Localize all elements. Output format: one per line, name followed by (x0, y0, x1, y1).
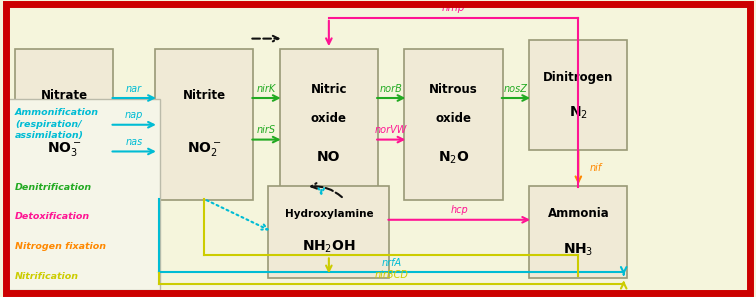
Text: N$_2$O: N$_2$O (438, 149, 469, 166)
Text: NO$_3^-$: NO$_3^-$ (47, 140, 82, 157)
Text: Detoxification: Detoxification (15, 212, 90, 221)
FancyBboxPatch shape (404, 49, 503, 200)
Text: hmp: hmp (442, 3, 465, 13)
Text: norVW: norVW (375, 125, 407, 135)
Text: Nitric: Nitric (311, 83, 347, 96)
Text: Ammonia: Ammonia (547, 207, 609, 220)
Text: Nitrate: Nitrate (41, 89, 88, 102)
FancyBboxPatch shape (280, 49, 378, 200)
Text: N$_2$: N$_2$ (569, 105, 588, 121)
Text: Nitrite: Nitrite (182, 89, 226, 102)
Text: nap: nap (125, 110, 144, 120)
Text: Denitrification: Denitrification (15, 183, 92, 192)
Text: NO$_2^-$: NO$_2^-$ (187, 140, 222, 157)
Text: Hydroxylamine: Hydroxylamine (284, 209, 373, 219)
FancyBboxPatch shape (529, 186, 627, 278)
Text: Nitrification: Nitrification (15, 272, 79, 281)
Text: norB: norB (380, 83, 403, 94)
Text: oxide: oxide (311, 112, 347, 125)
Text: nas: nas (125, 137, 143, 147)
FancyBboxPatch shape (268, 186, 389, 278)
Text: nirBCD: nirBCD (374, 270, 408, 280)
Text: NH$_2$OH: NH$_2$OH (302, 238, 356, 255)
Text: nif: nif (590, 163, 602, 173)
Text: nirK: nirK (257, 83, 276, 94)
Text: nirS: nirS (257, 125, 276, 135)
FancyBboxPatch shape (5, 99, 160, 290)
Text: oxide: oxide (435, 112, 472, 125)
FancyBboxPatch shape (529, 40, 627, 150)
Text: Nitrogen fixation: Nitrogen fixation (15, 242, 106, 251)
Text: Nitrous: Nitrous (429, 83, 478, 96)
Text: nosZ: nosZ (504, 83, 528, 94)
Text: NO: NO (317, 150, 341, 165)
Text: Dinitrogen: Dinitrogen (543, 71, 614, 84)
Text: nar: nar (126, 83, 142, 94)
FancyBboxPatch shape (155, 49, 253, 200)
Text: NH$_3$: NH$_3$ (563, 241, 593, 258)
Text: nrfA: nrfA (381, 258, 401, 268)
Text: Ammonification
(respiration/
assimilation): Ammonification (respiration/ assimilatio… (15, 108, 99, 140)
FancyBboxPatch shape (15, 49, 113, 200)
Text: hcp: hcp (451, 205, 468, 215)
